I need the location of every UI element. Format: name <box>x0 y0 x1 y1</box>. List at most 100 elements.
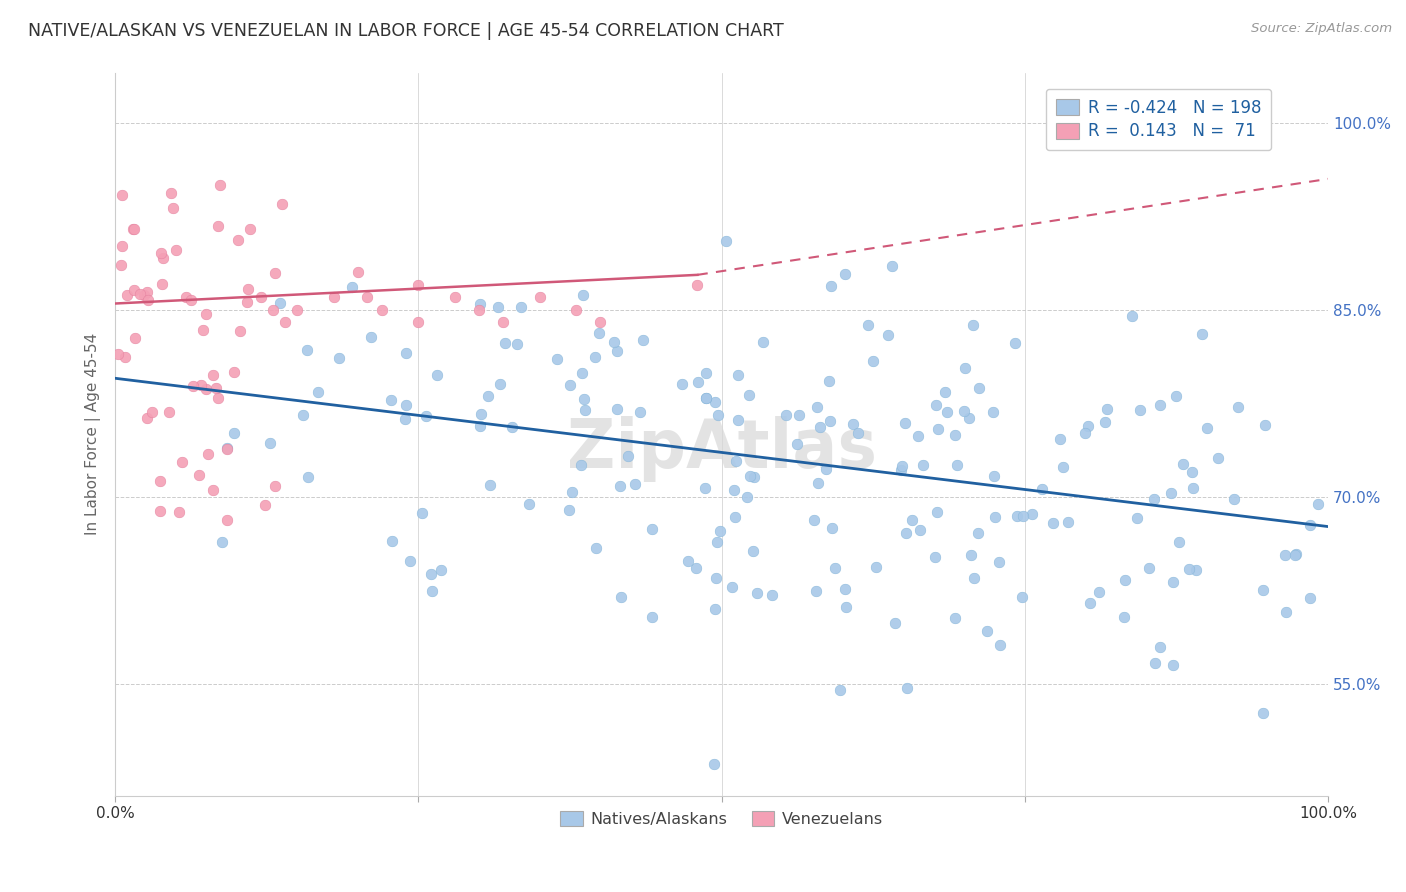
Point <box>1144 656 1167 670</box>
Point <box>565 302 588 317</box>
Text: NATIVE/ALASKAN VS VENEZUELAN IN LABOR FORCE | AGE 45-54 CORRELATION CHART: NATIVE/ALASKAN VS VENEZUELAN IN LABOR FO… <box>28 22 785 40</box>
Point <box>745 586 768 600</box>
Point <box>426 368 449 382</box>
Point <box>110 258 132 272</box>
Point <box>624 477 647 491</box>
Point <box>846 426 869 441</box>
Point <box>1254 418 1277 433</box>
Point <box>610 591 633 605</box>
Point <box>631 333 654 347</box>
Point <box>1197 421 1219 435</box>
Point <box>901 513 924 527</box>
Point <box>1274 605 1296 619</box>
Point <box>162 202 184 216</box>
Point <box>706 535 728 549</box>
Point <box>205 381 228 395</box>
Point <box>834 582 856 596</box>
Point <box>167 504 190 518</box>
Point <box>222 426 245 441</box>
Point <box>228 324 250 338</box>
Point <box>190 377 212 392</box>
Point <box>380 392 402 407</box>
Point <box>834 267 856 281</box>
Point <box>803 513 825 527</box>
Point <box>381 533 404 548</box>
Point <box>742 543 765 558</box>
Point <box>249 290 271 304</box>
Point <box>291 409 314 423</box>
Point <box>934 385 956 400</box>
Point <box>1011 591 1033 605</box>
Point <box>1191 326 1213 341</box>
Point <box>908 524 931 538</box>
Text: ZipAtlas: ZipAtlas <box>567 416 877 482</box>
Point <box>962 571 984 585</box>
Point <box>727 413 749 427</box>
Point <box>1126 511 1149 525</box>
Point <box>723 510 745 524</box>
Point <box>695 391 717 405</box>
Point <box>411 507 433 521</box>
Point <box>510 300 533 314</box>
Point <box>1206 450 1229 465</box>
Point <box>1171 457 1194 471</box>
Point <box>907 429 929 443</box>
Point <box>194 307 217 321</box>
Point <box>703 756 725 771</box>
Point <box>529 290 551 304</box>
Point <box>201 483 224 497</box>
Point <box>1161 658 1184 673</box>
Point <box>394 412 416 426</box>
Point <box>180 293 202 307</box>
Point <box>1012 509 1035 524</box>
Point <box>1161 574 1184 589</box>
Point <box>862 354 884 368</box>
Point <box>927 422 949 436</box>
Point <box>1088 585 1111 599</box>
Point <box>704 395 727 409</box>
Point <box>891 459 914 474</box>
Point <box>927 505 949 519</box>
Point <box>724 454 747 468</box>
Point <box>1121 309 1143 323</box>
Point <box>211 535 233 549</box>
Point <box>1149 640 1171 654</box>
Point <box>676 554 699 568</box>
Point <box>704 601 727 615</box>
Point <box>236 281 259 295</box>
Point <box>236 295 259 310</box>
Point <box>395 345 418 359</box>
Point <box>894 417 917 431</box>
Point <box>890 463 912 477</box>
Point <box>707 408 730 422</box>
Point <box>943 611 966 625</box>
Point <box>486 300 509 314</box>
Point <box>263 479 285 493</box>
Point <box>641 522 664 536</box>
Point <box>589 315 612 329</box>
Point <box>360 330 382 344</box>
Point <box>517 497 540 511</box>
Point <box>983 469 1005 483</box>
Point <box>477 389 499 403</box>
Point <box>468 302 491 317</box>
Point <box>603 334 626 349</box>
Point <box>149 246 172 260</box>
Point <box>835 600 858 615</box>
Point <box>136 411 159 425</box>
Point <box>152 252 174 266</box>
Point <box>981 405 1004 419</box>
Point <box>787 408 810 422</box>
Point <box>1226 401 1249 415</box>
Point <box>984 510 1007 524</box>
Point <box>1129 402 1152 417</box>
Point <box>806 583 828 598</box>
Point <box>124 331 146 345</box>
Point <box>399 554 422 568</box>
Point <box>1149 398 1171 412</box>
Legend: Natives/Alaskans, Venezuelans: Natives/Alaskans, Venezuelans <box>553 803 891 835</box>
Point <box>572 392 595 407</box>
Text: Source: ZipAtlas.com: Source: ZipAtlas.com <box>1251 22 1392 36</box>
Point <box>967 525 990 540</box>
Point <box>876 328 898 343</box>
